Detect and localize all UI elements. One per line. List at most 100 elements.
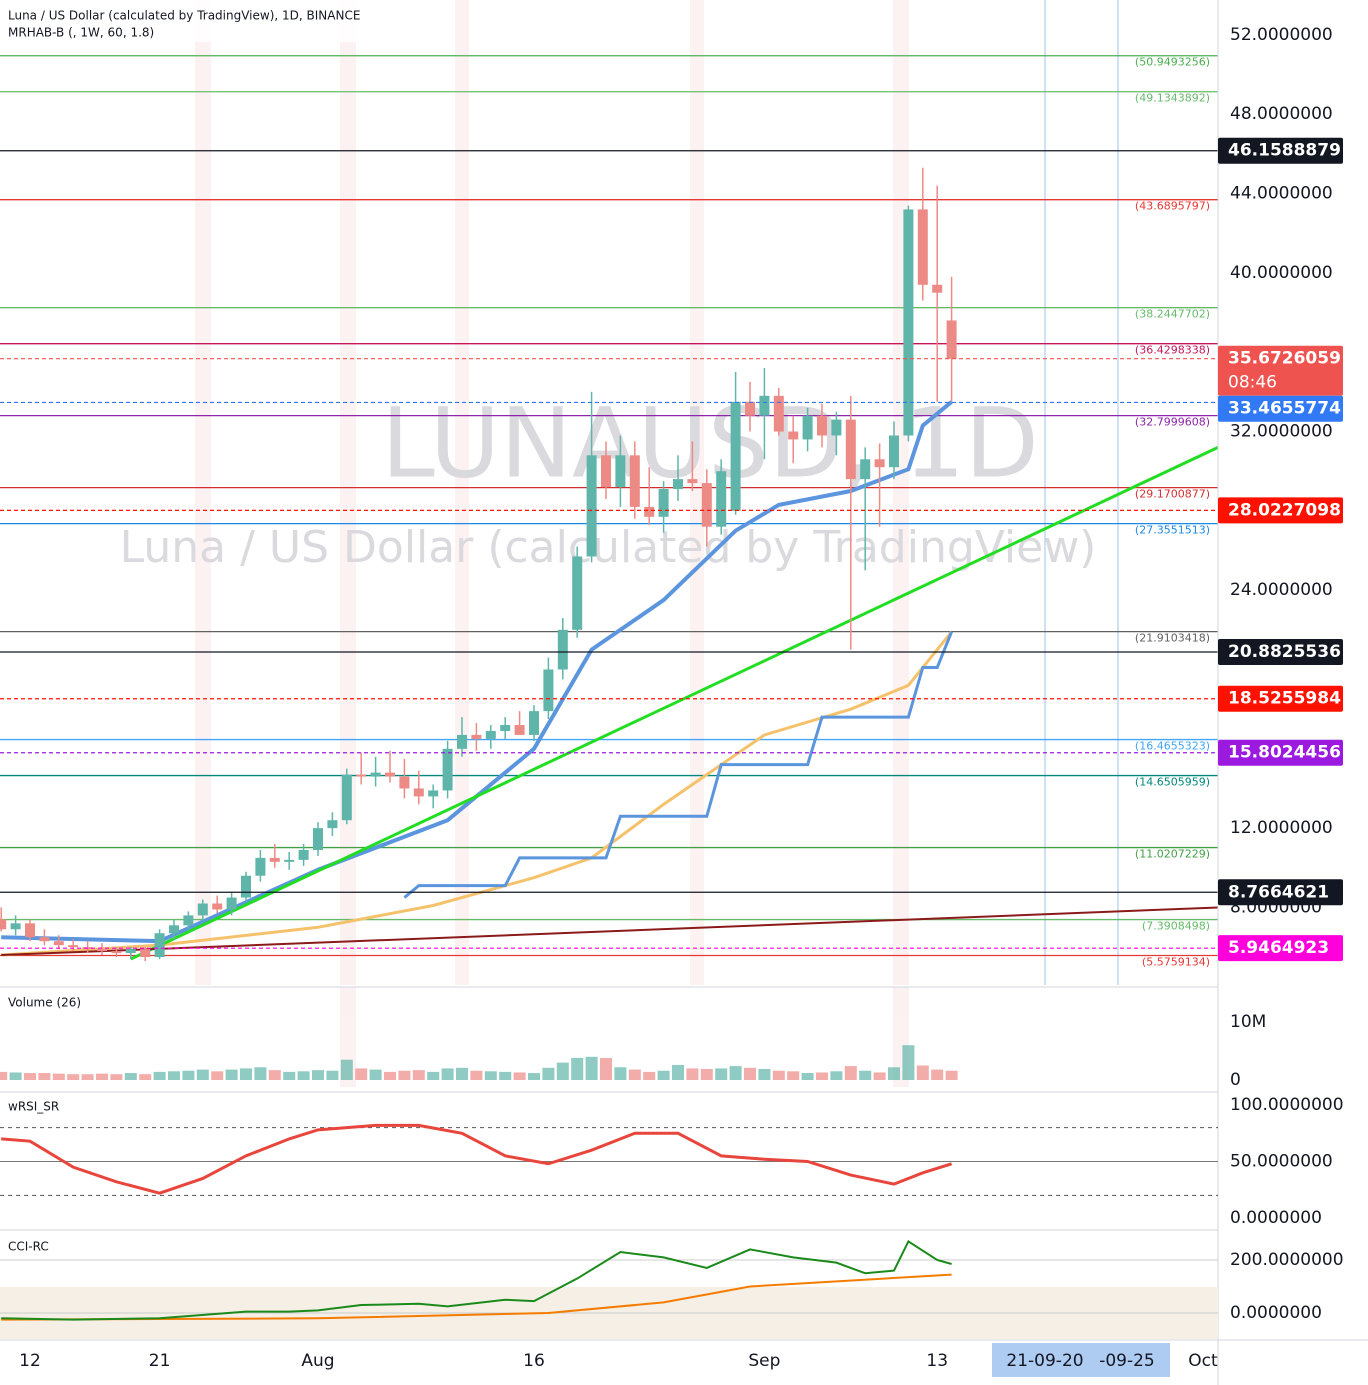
level-label: (14.6505959) [1135, 776, 1210, 789]
x-tick-label: Oct [1188, 1351, 1218, 1371]
candle-body [932, 284, 943, 293]
watermark-symbol: LUNAUSD, 1D [381, 387, 1039, 499]
candle-body [471, 734, 482, 739]
watermark-name: Luna / US Dollar (calculated by TradingV… [120, 522, 1097, 573]
volume-bar [340, 1059, 353, 1080]
level-label: (32.7999608) [1135, 416, 1210, 429]
y-tick-label: 12.0000000 [1230, 818, 1333, 838]
y-tick-label: 50.0000000 [1230, 1152, 1333, 1172]
candle-body [860, 459, 871, 480]
volume-bar [384, 1071, 396, 1080]
level-label: (7.3908498) [1142, 920, 1210, 933]
overlay-line [403, 631, 953, 899]
volume-bar [427, 1071, 440, 1080]
range-end: -09-25 [1099, 1351, 1155, 1371]
y-tick-label: 0 [1230, 1070, 1241, 1090]
x-tick-label: 16 [523, 1351, 545, 1371]
volume-bar [729, 1066, 742, 1080]
volume-bar [196, 1069, 209, 1080]
candle-body [428, 790, 439, 797]
range-start: 21-09-20 [1006, 1351, 1083, 1371]
volume-bar [153, 1071, 166, 1080]
price-tag [1218, 935, 1343, 962]
volume-bar [110, 1074, 123, 1080]
candle-body [25, 923, 35, 938]
price-tag-label: 28.0227098 [1228, 500, 1341, 520]
volume-bar [268, 1070, 281, 1080]
candle-body [169, 925, 179, 934]
volume-bar [931, 1069, 944, 1080]
volume-bar [643, 1071, 656, 1080]
price-tag-label: 35.6726059 [1228, 349, 1341, 369]
volume-bar [772, 1070, 785, 1080]
candle-body [543, 669, 554, 712]
countdown: 08:46 [1228, 373, 1277, 393]
volume-bar [326, 1070, 339, 1080]
volume-bar [744, 1067, 756, 1080]
candle-body [903, 209, 914, 436]
candle-body [385, 772, 395, 777]
volume-bar [528, 1073, 540, 1080]
candle-body [701, 483, 712, 527]
volume-bar [542, 1067, 555, 1080]
volume-bar [700, 1068, 713, 1080]
price-tag-label: 15.8024456 [1228, 743, 1341, 763]
candle-body [255, 857, 266, 876]
x-tick-label: 21 [149, 1351, 171, 1371]
candle-body [658, 489, 669, 517]
price-tag-label: 46.1588879 [1228, 141, 1341, 161]
candle-body [125, 949, 136, 954]
candle-body [514, 725, 525, 735]
level-label: (16.4655323) [1135, 740, 1210, 753]
candle-body [0, 919, 7, 930]
candle-body [874, 459, 885, 468]
price-tag [1218, 395, 1343, 422]
candle-body [745, 401, 755, 416]
candle-body [442, 748, 453, 791]
pane-label: wRSI_SR [8, 1100, 59, 1114]
candle-body [601, 455, 611, 488]
level-label: (36.4298338) [1135, 344, 1210, 357]
volume-bar [38, 1073, 51, 1080]
volume-bar [715, 1068, 728, 1080]
volume-bar [369, 1069, 382, 1080]
volume-bar [945, 1070, 958, 1080]
candle-body [485, 730, 496, 739]
volume-bar [297, 1071, 310, 1080]
level-label: (38.2447702) [1135, 308, 1210, 321]
volume-bar [556, 1062, 569, 1080]
volume-bar [888, 1067, 900, 1080]
volume-bar [758, 1068, 771, 1080]
candle-body [557, 629, 568, 670]
price-tag-label: 8.7664621 [1228, 882, 1329, 902]
candle-body [889, 435, 899, 468]
volume-bar [139, 1074, 152, 1080]
price-tag-label: 18.5255984 [1228, 689, 1341, 709]
cci-base-line [1, 1273, 952, 1321]
volume-bar [225, 1069, 238, 1080]
range-highlight [992, 1343, 1170, 1377]
volume-bar [585, 1056, 598, 1080]
candle-body [356, 774, 367, 777]
overlay-line [1, 906, 1219, 957]
rsi-line [1, 1123, 953, 1195]
candle-body [284, 859, 295, 862]
volume-bar [830, 1071, 843, 1080]
price-tag [1218, 879, 1343, 906]
candle-body [313, 828, 323, 850]
volume-bar [916, 1065, 929, 1080]
candle-body [946, 320, 957, 359]
volume-bar [168, 1071, 180, 1080]
candle-body [140, 949, 151, 958]
candle-body [269, 857, 280, 862]
legend-bg [0, 0, 380, 42]
candle-body [759, 395, 770, 416]
x-tick-label: 12 [19, 1351, 41, 1371]
volume-bar [9, 1072, 22, 1080]
price-tag-label: 33.4655774 [1228, 399, 1341, 419]
price-tag [1218, 739, 1343, 766]
volume-bar [456, 1067, 468, 1080]
y-tick-label: 10M [1230, 1012, 1266, 1032]
volume-bar [182, 1070, 195, 1080]
